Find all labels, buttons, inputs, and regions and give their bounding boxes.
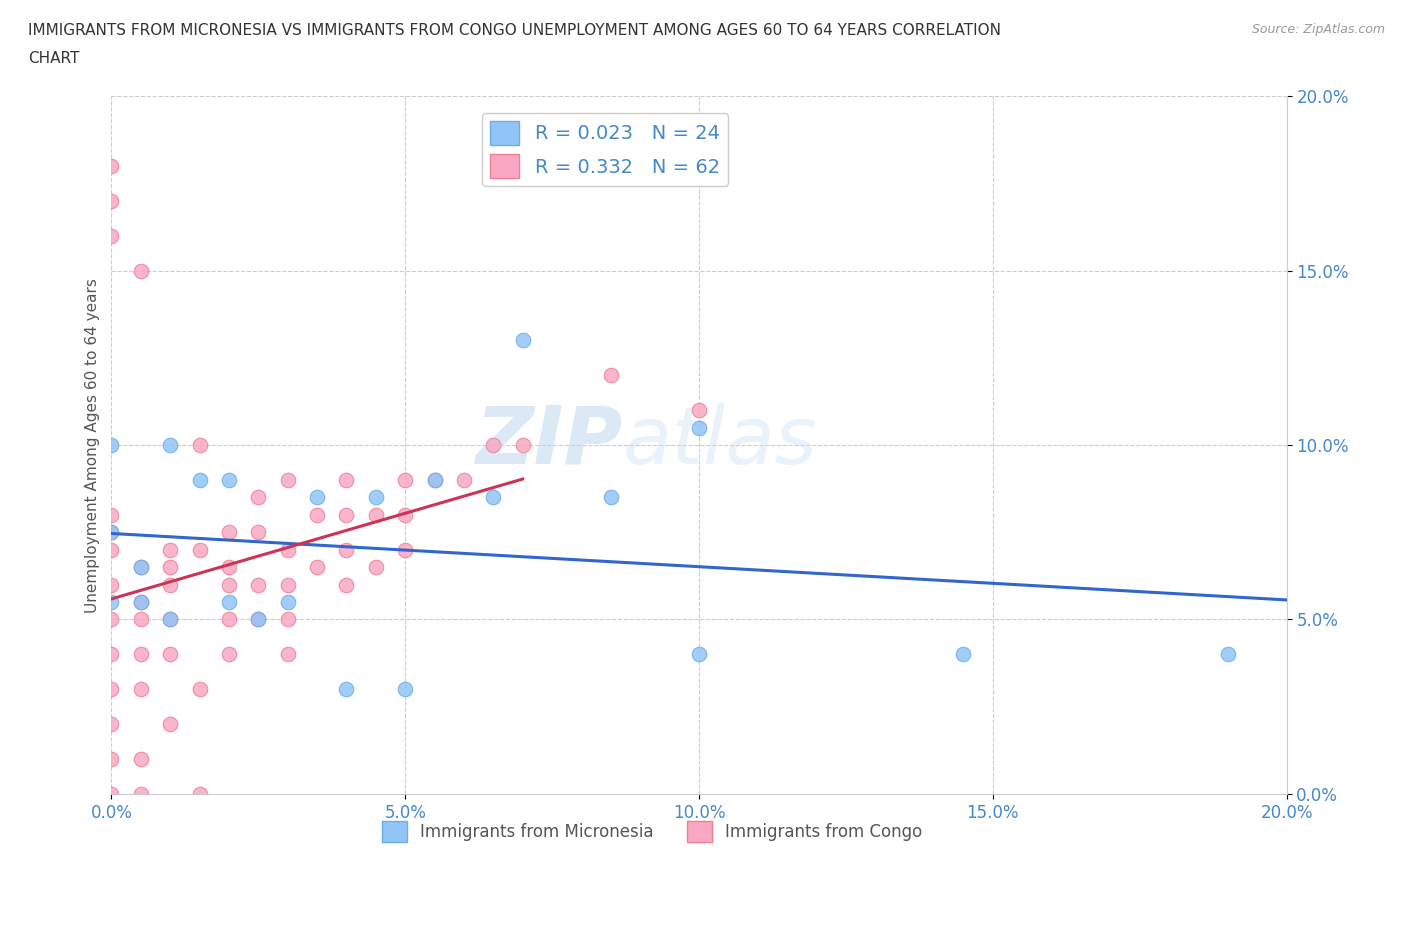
Point bbox=[159, 560, 181, 575]
Point bbox=[335, 578, 357, 592]
Point bbox=[159, 647, 181, 662]
Point bbox=[129, 751, 152, 766]
Point bbox=[100, 159, 122, 174]
Point bbox=[307, 490, 329, 505]
Point bbox=[129, 594, 152, 609]
Point bbox=[100, 438, 122, 453]
Point bbox=[364, 560, 387, 575]
Point bbox=[307, 560, 329, 575]
Point bbox=[1216, 647, 1239, 662]
Point bbox=[247, 490, 270, 505]
Point bbox=[218, 525, 240, 539]
Point bbox=[100, 193, 122, 208]
Point bbox=[100, 525, 122, 539]
Point bbox=[188, 472, 211, 487]
Point bbox=[188, 682, 211, 697]
Point bbox=[129, 647, 152, 662]
Point bbox=[100, 647, 122, 662]
Point bbox=[100, 525, 122, 539]
Point bbox=[100, 229, 122, 244]
Point bbox=[100, 682, 122, 697]
Point bbox=[394, 508, 416, 523]
Point bbox=[129, 263, 152, 278]
Legend: Immigrants from Micronesia, Immigrants from Congo: Immigrants from Micronesia, Immigrants f… bbox=[375, 815, 929, 848]
Point bbox=[159, 438, 181, 453]
Point bbox=[129, 787, 152, 802]
Point bbox=[159, 612, 181, 627]
Point bbox=[188, 438, 211, 453]
Point bbox=[159, 612, 181, 627]
Text: ZIP: ZIP bbox=[475, 403, 623, 481]
Point bbox=[129, 612, 152, 627]
Point bbox=[100, 542, 122, 557]
Point bbox=[159, 717, 181, 732]
Text: atlas: atlas bbox=[623, 403, 817, 481]
Point bbox=[335, 472, 357, 487]
Point bbox=[512, 438, 534, 453]
Text: Source: ZipAtlas.com: Source: ZipAtlas.com bbox=[1251, 23, 1385, 36]
Point bbox=[599, 368, 621, 383]
Point bbox=[335, 682, 357, 697]
Point bbox=[218, 472, 240, 487]
Point bbox=[335, 542, 357, 557]
Point bbox=[188, 542, 211, 557]
Point bbox=[364, 508, 387, 523]
Point bbox=[394, 472, 416, 487]
Point bbox=[277, 612, 299, 627]
Point bbox=[218, 647, 240, 662]
Y-axis label: Unemployment Among Ages 60 to 64 years: Unemployment Among Ages 60 to 64 years bbox=[86, 278, 100, 613]
Point bbox=[159, 578, 181, 592]
Point bbox=[482, 438, 505, 453]
Point bbox=[423, 472, 446, 487]
Point bbox=[277, 472, 299, 487]
Point bbox=[688, 647, 710, 662]
Point bbox=[129, 560, 152, 575]
Point bbox=[277, 542, 299, 557]
Point bbox=[688, 420, 710, 435]
Point bbox=[100, 787, 122, 802]
Point bbox=[100, 594, 122, 609]
Point bbox=[218, 612, 240, 627]
Text: CHART: CHART bbox=[28, 51, 80, 66]
Point bbox=[599, 490, 621, 505]
Point bbox=[277, 647, 299, 662]
Point bbox=[159, 542, 181, 557]
Point bbox=[100, 612, 122, 627]
Point bbox=[688, 403, 710, 418]
Point bbox=[952, 647, 974, 662]
Point bbox=[218, 578, 240, 592]
Point bbox=[129, 560, 152, 575]
Point bbox=[277, 578, 299, 592]
Point bbox=[307, 508, 329, 523]
Point bbox=[129, 682, 152, 697]
Point bbox=[482, 490, 505, 505]
Point bbox=[100, 717, 122, 732]
Point bbox=[100, 578, 122, 592]
Point bbox=[394, 542, 416, 557]
Text: IMMIGRANTS FROM MICRONESIA VS IMMIGRANTS FROM CONGO UNEMPLOYMENT AMONG AGES 60 T: IMMIGRANTS FROM MICRONESIA VS IMMIGRANTS… bbox=[28, 23, 1001, 38]
Point bbox=[394, 682, 416, 697]
Point bbox=[100, 751, 122, 766]
Point bbox=[247, 525, 270, 539]
Point bbox=[277, 594, 299, 609]
Point bbox=[247, 578, 270, 592]
Point bbox=[247, 612, 270, 627]
Point bbox=[247, 612, 270, 627]
Point bbox=[218, 560, 240, 575]
Point bbox=[218, 594, 240, 609]
Point bbox=[453, 472, 475, 487]
Point bbox=[335, 508, 357, 523]
Point bbox=[512, 333, 534, 348]
Point bbox=[423, 472, 446, 487]
Point bbox=[364, 490, 387, 505]
Point bbox=[129, 594, 152, 609]
Point bbox=[188, 787, 211, 802]
Point bbox=[100, 508, 122, 523]
